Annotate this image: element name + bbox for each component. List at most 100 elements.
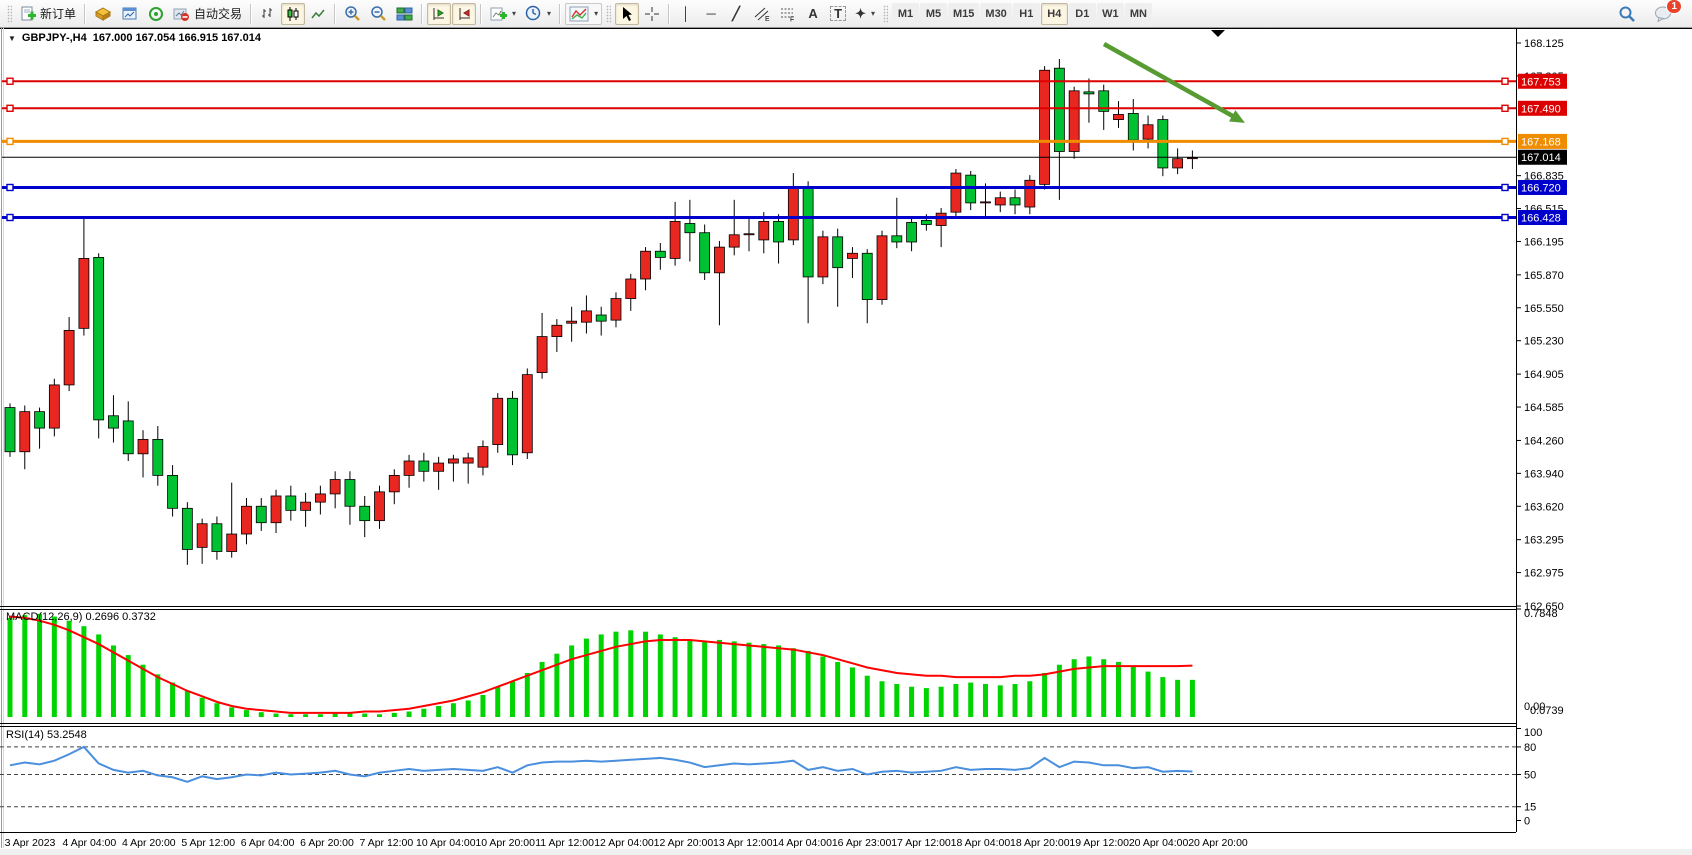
data-window-button[interactable] xyxy=(144,3,168,25)
toolbar-grip xyxy=(883,4,888,23)
bar-chart-button[interactable] xyxy=(256,3,280,25)
periods-button[interactable]: ▾ xyxy=(521,3,555,25)
toolbar-right-icons: 1 xyxy=(1614,0,1688,25)
macd-histogram-bar xyxy=(1189,679,1195,717)
search-button[interactable] xyxy=(1614,3,1640,25)
zoom-in-button[interactable] xyxy=(340,3,365,25)
templates-button[interactable]: ▾ xyxy=(565,2,603,25)
chart-shift-button[interactable] xyxy=(452,2,477,25)
horizontal-line-button[interactable]: ─ xyxy=(699,3,723,25)
equidistant-channel-button[interactable]: E xyxy=(749,3,774,25)
macd-histogram-bar xyxy=(554,653,560,717)
candlestick-chart-button[interactable] xyxy=(281,2,306,25)
notification-badge: 1 xyxy=(1666,0,1682,14)
trendline-icon: ╱ xyxy=(732,6,740,21)
hline-handle[interactable] xyxy=(1501,77,1509,85)
time-axis-label: 19 Apr 12:00 xyxy=(1069,837,1129,849)
hline-handle[interactable] xyxy=(1501,104,1509,112)
price-tick-label: 163.940 xyxy=(1524,468,1564,480)
candle xyxy=(566,320,578,324)
candle xyxy=(581,310,592,323)
candle xyxy=(980,201,991,204)
hline-handle[interactable] xyxy=(6,104,14,112)
macd-histogram-bar xyxy=(1160,677,1166,717)
indicators-icon xyxy=(490,7,508,20)
timeframe-mn-button[interactable]: MN xyxy=(1124,2,1152,25)
zoom-out-button[interactable] xyxy=(366,3,391,25)
indicators-button[interactable]: ▾ xyxy=(486,3,520,25)
timeframe-h4-button[interactable]: H4 xyxy=(1040,2,1068,25)
candle xyxy=(684,223,696,234)
charts-window-button[interactable] xyxy=(117,3,143,25)
search-icon xyxy=(1619,6,1635,22)
hline-handle[interactable] xyxy=(1501,213,1509,222)
timeframe-m15-button[interactable]: M15 xyxy=(948,2,980,25)
candle xyxy=(654,250,666,258)
trendline-button[interactable]: ╱ xyxy=(724,3,748,25)
timeframe-toolbar: M1 M5 M15 M30 H1 H4 D1 W1 MN xyxy=(892,2,1152,25)
timeframe-d1-button[interactable]: D1 xyxy=(1068,2,1096,25)
price-badge xyxy=(1518,179,1567,195)
timeframe-m1-button[interactable]: M1 xyxy=(892,2,919,25)
time-axis-label: 12 Apr 20:00 xyxy=(654,837,714,849)
macd-histogram-bar xyxy=(598,634,604,717)
candle xyxy=(270,495,282,524)
new-order-button[interactable]: 新订单 xyxy=(16,3,80,25)
candle xyxy=(669,221,681,259)
top-marker-triangle[interactable] xyxy=(1211,30,1225,37)
hline-handle[interactable] xyxy=(1501,183,1509,192)
collapse-pane-icon[interactable]: ▼ xyxy=(8,33,16,43)
timeframe-m30-button[interactable]: M30 xyxy=(980,2,1012,25)
notifications-button[interactable]: 1 xyxy=(1650,0,1682,25)
macd-histogram-bar xyxy=(140,664,146,717)
trend-arrow[interactable] xyxy=(1102,42,1240,121)
candle xyxy=(950,172,962,213)
vertical-line-button[interactable]: │ xyxy=(674,3,698,25)
candle xyxy=(832,236,844,269)
market-watch-button[interactable] xyxy=(90,3,116,25)
price-badge xyxy=(1518,133,1567,149)
macd-histogram-bar xyxy=(982,683,988,717)
timeframe-w1-button[interactable]: W1 xyxy=(1096,2,1124,25)
macd-histogram-bar xyxy=(243,710,249,717)
text-label-button[interactable]: T xyxy=(826,3,850,25)
candle xyxy=(906,222,917,243)
channel-icon: E xyxy=(754,7,770,22)
candle xyxy=(403,460,415,476)
hline-handle[interactable] xyxy=(6,77,14,85)
line-chart-button[interactable] xyxy=(306,3,330,25)
arrows-button[interactable]: ✦ ▾ xyxy=(851,3,879,25)
hline-handle[interactable] xyxy=(6,213,14,222)
tile-windows-button[interactable] xyxy=(392,3,417,25)
hline-handle[interactable] xyxy=(6,183,14,192)
macd-histogram-bar xyxy=(96,634,102,717)
text-button[interactable]: A xyxy=(801,3,825,25)
macd-histogram-bar xyxy=(465,700,471,717)
trend-arrow-head[interactable] xyxy=(1229,110,1245,123)
candle xyxy=(1187,157,1198,160)
cursor-button[interactable] xyxy=(615,2,640,25)
timeframe-m5-button[interactable]: M5 xyxy=(920,2,947,25)
hline-handle[interactable] xyxy=(6,137,14,146)
candle xyxy=(152,439,164,476)
hline-handle[interactable] xyxy=(1501,137,1509,146)
price-badge xyxy=(1518,149,1567,165)
timeframe-h1-button[interactable]: H1 xyxy=(1012,2,1040,25)
candle xyxy=(758,221,770,241)
tile-windows-icon xyxy=(396,7,413,20)
auto-scroll-button[interactable] xyxy=(427,2,452,25)
candle xyxy=(374,491,385,522)
macd-histogram-bar xyxy=(377,714,382,717)
rsi-level-label: 0 xyxy=(1524,816,1530,828)
fibonacci-button[interactable]: F xyxy=(775,3,800,25)
rsi-level-label: 100 xyxy=(1524,727,1542,739)
macd-histogram-bar xyxy=(1012,683,1018,717)
price-badge-label: 166.720 xyxy=(1521,182,1561,194)
auto-trading-button[interactable]: 自动交易 xyxy=(169,3,246,25)
candle xyxy=(255,505,267,524)
cursor-icon xyxy=(623,6,633,21)
crosshair-button[interactable] xyxy=(640,3,664,25)
toolbar-separator xyxy=(559,3,562,24)
price-badge-label: 167.753 xyxy=(1521,76,1561,88)
